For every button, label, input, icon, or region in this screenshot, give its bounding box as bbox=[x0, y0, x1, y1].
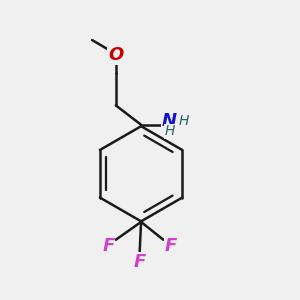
Text: N: N bbox=[162, 112, 177, 130]
Text: F: F bbox=[102, 237, 115, 255]
Text: H: H bbox=[164, 124, 175, 138]
Text: F: F bbox=[134, 253, 146, 271]
Text: F: F bbox=[165, 237, 177, 255]
Text: O: O bbox=[108, 46, 123, 64]
Text: H: H bbox=[179, 114, 189, 128]
